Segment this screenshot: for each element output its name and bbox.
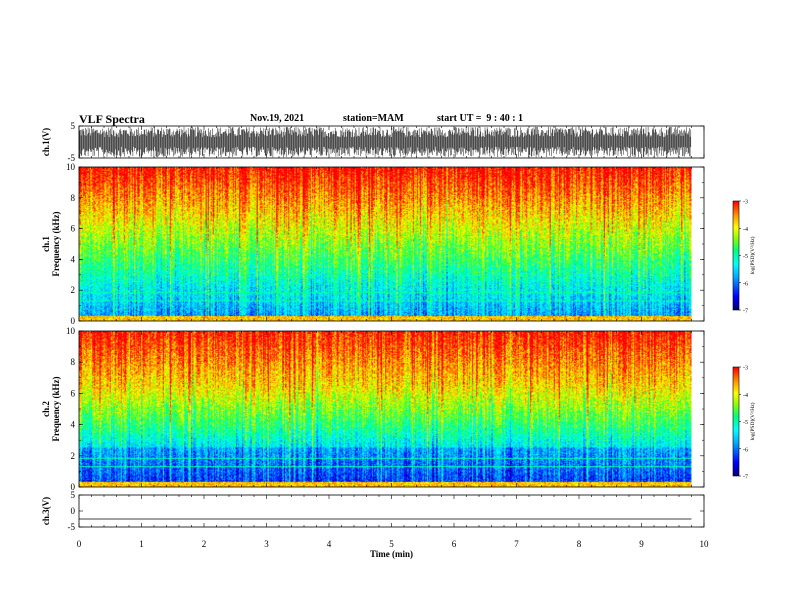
ch2-spectrogram-colorbar-tick-label: -5 <box>743 420 748 426</box>
ch3-waveform-ytick-label: 5 <box>71 490 76 500</box>
ch1-spectrogram-colorbar-tick-label: -3 <box>743 200 748 206</box>
ch2-spectrogram-colorbar-tick-label: -3 <box>743 366 748 372</box>
start-time-label: start UT = 9 : 40 : 1 <box>437 113 524 124</box>
ch1-waveform-ytick-label: -5 <box>68 153 76 163</box>
ch1-spectrogram-ytick-label: 0 <box>71 316 76 326</box>
ch2-spectrogram-ylabel: Frequency (kHz) <box>51 376 61 441</box>
ch2-spectrogram-ytick-label: 10 <box>66 326 76 336</box>
ch2-spectrogram-colorbar-tick-label: -6 <box>743 447 748 453</box>
x-axis-label: Time (min) <box>370 549 413 559</box>
ch1-spectrogram-colorbar-tick-label: -5 <box>743 254 748 260</box>
x-tick-label: 9 <box>639 539 644 549</box>
x-tick-label: 3 <box>264 539 269 549</box>
ch1-spectrogram-ylabel: ch.1 <box>41 236 51 252</box>
ch2-spectrogram-colorbar-tick-label: -7 <box>743 475 748 481</box>
x-tick-label: 6 <box>452 539 457 549</box>
ch3-waveform-ylabel: ch.3(V) <box>41 497 51 525</box>
ch1-spectrogram-colorbar-label: log(PSD)(V²/Hz) <box>749 236 756 274</box>
date-label: Nov.19, 2021 <box>250 113 305 124</box>
x-tick-label: 8 <box>577 539 582 549</box>
ch1-spectrogram-ytick-label: 4 <box>71 254 76 264</box>
x-tick-label: 1 <box>139 539 144 549</box>
spectrogram-image <box>79 167 692 321</box>
ch1-spectrogram-ytick-label: 10 <box>66 162 76 172</box>
spectrogram-image <box>79 331 692 487</box>
x-tick-label: 7 <box>514 539 519 549</box>
ch2-spectrogram-colorbar-label: log(PSD)(V²/Hz) <box>749 402 756 440</box>
ch1-spectrogram-ytick-label: 8 <box>71 193 76 203</box>
ch1-spectrogram-ytick-label: 2 <box>71 285 76 295</box>
ch1-spectrogram-colorbar-gradient <box>733 201 739 310</box>
ch2-spectrogram-colorbar-gradient <box>733 367 739 476</box>
ch1-waveform-ylabel: ch.1(V) <box>41 128 51 156</box>
ch2-spectrogram-colorbar-tick-label: -4 <box>743 393 748 399</box>
ch3-waveform-ytick-label: -5 <box>68 522 76 532</box>
ch1-spectrogram-ylabel: Frequency (kHz) <box>51 211 61 276</box>
x-tick-label: 5 <box>389 539 394 549</box>
ch3-waveform-frame <box>78 494 705 528</box>
x-tick-label: 2 <box>202 539 207 549</box>
x-tick-label: 4 <box>327 539 332 549</box>
ch2-spectrogram-ylabel: ch.2 <box>41 401 51 417</box>
x-tick-label: 10 <box>700 539 710 549</box>
ch2-spectrogram-ytick-label: 4 <box>71 420 76 430</box>
ch1-spectrogram-colorbar-tick-label: -7 <box>743 309 748 315</box>
ch2-spectrogram-ytick-label: 8 <box>71 357 76 367</box>
station-label: station=MAM <box>343 113 404 124</box>
ch1-waveform-trace <box>78 126 692 158</box>
ch1-spectrogram-colorbar-tick-label: -4 <box>743 227 748 233</box>
ch1-spectrogram-colorbar-tick-label: -6 <box>743 281 748 287</box>
ch2-spectrogram-ytick-label: 0 <box>71 482 76 492</box>
chart-title: VLF Spectra <box>79 112 145 126</box>
ch3-waveform-ytick-label: 0 <box>71 506 76 516</box>
ch2-spectrogram-ytick-label: 6 <box>71 388 76 398</box>
ch2-spectrogram-ytick-label: 2 <box>71 451 76 461</box>
ch1-spectrogram-ytick-label: 6 <box>71 224 76 234</box>
ch1-waveform-ytick-label: 5 <box>71 121 76 131</box>
x-tick-label: 0 <box>77 539 82 549</box>
